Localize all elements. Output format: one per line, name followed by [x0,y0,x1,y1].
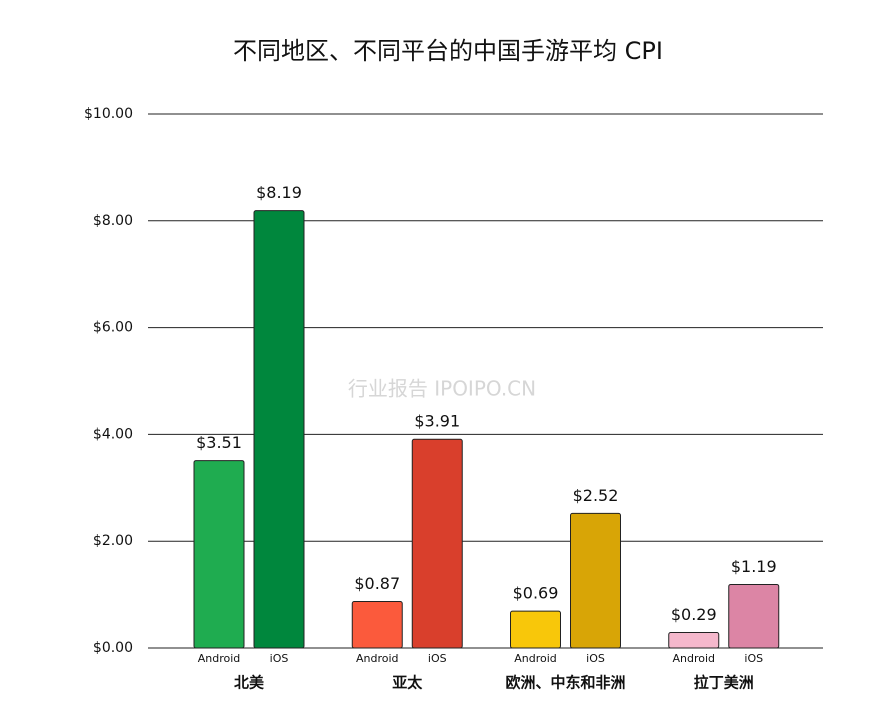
value-label: $8.19 [256,183,302,202]
watermark: 行业报告 IPOIPO.CN [348,377,536,401]
x-tick-label: 拉丁美洲 [694,674,754,692]
x-tick-label: 北美 [234,674,265,692]
bar [510,610,561,649]
value-label: $0.29 [671,605,717,624]
value-label: $1.19 [731,557,777,576]
bar [728,583,780,649]
series-label: Android [672,652,715,665]
y-tick-label: $4.00 [93,426,133,442]
x-tick-label: 亚太 [392,674,423,692]
value-label: $2.52 [573,486,619,505]
bar [351,601,403,649]
series-label: Android [356,652,399,665]
chart-title: 不同地区、不同平台的中国手游平均 CPI [233,37,663,65]
value-label: $0.87 [354,574,400,593]
y-tick-label: $6.00 [93,320,133,336]
value-label: $0.69 [513,584,559,603]
y-tick-label: $10.00 [84,106,133,122]
value-label: $3.91 [414,412,460,431]
bar [411,438,463,649]
series-label: iOS [744,652,763,665]
series-label: Android [198,652,241,665]
series-label: iOS [270,652,289,665]
series-label: iOS [428,652,447,665]
value-label: $3.51 [196,433,242,452]
bar [193,460,245,649]
y-tick-label: $0.00 [93,640,133,656]
bar [570,512,621,649]
bar [668,632,720,649]
bar [253,210,305,649]
y-tick-label: $8.00 [93,213,133,229]
x-tick-label: 欧洲、中东和非洲 [505,674,625,692]
y-tick-label: $2.00 [93,533,133,549]
series-label: iOS [586,652,605,665]
series-label: Android [514,652,557,665]
